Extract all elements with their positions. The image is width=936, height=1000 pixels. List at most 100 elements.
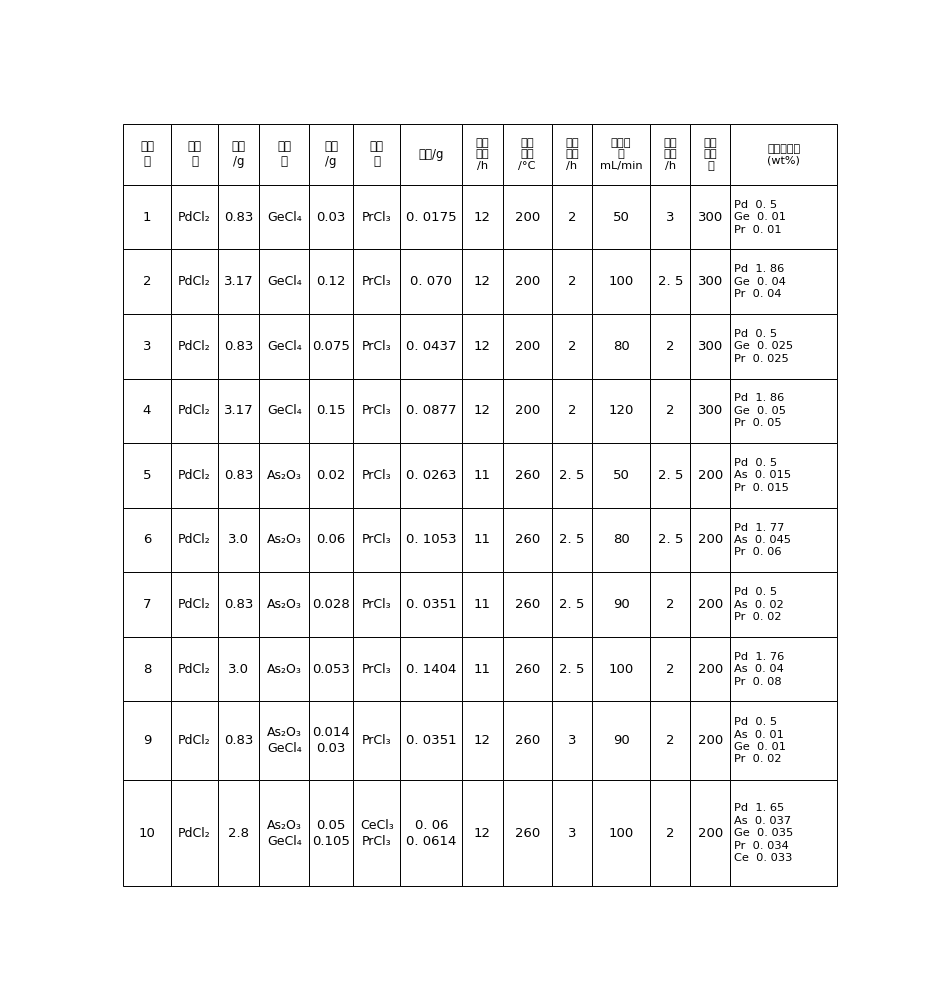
Text: 3: 3 <box>665 211 674 224</box>
Bar <box>400 249 462 314</box>
Text: 3.17: 3.17 <box>224 275 253 288</box>
Bar <box>650 379 690 443</box>
Text: 11: 11 <box>474 469 490 482</box>
Text: 0.12: 0.12 <box>316 275 345 288</box>
Bar <box>592 314 650 379</box>
Text: GeCl₄: GeCl₄ <box>267 340 301 353</box>
Text: 7: 7 <box>142 598 151 611</box>
Text: Pd  0. 5
Ge  0. 01
Pr  0. 01: Pd 0. 5 Ge 0. 01 Pr 0. 01 <box>734 200 785 235</box>
Text: PdCl₂: PdCl₂ <box>178 827 211 840</box>
Text: 3: 3 <box>567 734 576 747</box>
Text: 2.8: 2.8 <box>227 827 249 840</box>
Text: 2: 2 <box>142 275 151 288</box>
Bar <box>690 780 730 886</box>
Bar <box>259 379 309 443</box>
Bar <box>730 572 836 637</box>
Text: 12: 12 <box>474 827 490 840</box>
Bar <box>353 508 400 572</box>
Text: 12: 12 <box>474 275 490 288</box>
Bar <box>218 379 259 443</box>
Bar <box>353 185 400 249</box>
Bar <box>592 249 650 314</box>
Text: 10: 10 <box>139 827 155 840</box>
Bar <box>462 379 502 443</box>
Text: 2: 2 <box>665 663 674 676</box>
Text: 11: 11 <box>474 663 490 676</box>
Text: 0.83: 0.83 <box>224 211 253 224</box>
Bar <box>730 508 836 572</box>
Text: Pd  0. 5
As  0. 015
Pr  0. 015: Pd 0. 5 As 0. 015 Pr 0. 015 <box>734 458 791 493</box>
Text: 4: 4 <box>142 404 151 417</box>
Text: PdCl₂: PdCl₂ <box>178 734 211 747</box>
Bar <box>502 572 551 637</box>
Bar <box>124 701 170 780</box>
Bar <box>170 637 218 701</box>
Text: 催化剂组成
(wt%): 催化剂组成 (wt%) <box>767 144 799 165</box>
Bar <box>690 637 730 701</box>
Text: 2: 2 <box>665 598 674 611</box>
Text: 260: 260 <box>514 533 539 546</box>
Text: 300: 300 <box>697 211 723 224</box>
Text: 300: 300 <box>697 275 723 288</box>
Text: 焙烧
时间
/h: 焙烧 时间 /h <box>564 138 578 171</box>
Text: PrCl₃: PrCl₃ <box>361 469 391 482</box>
Text: 3: 3 <box>567 827 576 840</box>
Bar <box>650 637 690 701</box>
Bar <box>592 701 650 780</box>
Text: GeCl₄: GeCl₄ <box>267 404 301 417</box>
Bar <box>690 572 730 637</box>
Text: Pd  0. 5
As  0. 01
Ge  0. 01
Pr  0. 02: Pd 0. 5 As 0. 01 Ge 0. 01 Pr 0. 02 <box>734 717 785 764</box>
Bar <box>170 508 218 572</box>
Bar <box>353 572 400 637</box>
Text: 3.0: 3.0 <box>227 663 249 676</box>
Bar <box>502 780 551 886</box>
Text: PrCl₃: PrCl₃ <box>361 340 391 353</box>
Text: 260: 260 <box>514 598 539 611</box>
Text: 200: 200 <box>697 663 723 676</box>
Bar <box>462 249 502 314</box>
Bar <box>259 443 309 508</box>
Text: 0.028: 0.028 <box>312 598 350 611</box>
Bar <box>218 701 259 780</box>
Bar <box>259 124 309 185</box>
Text: 80: 80 <box>612 533 629 546</box>
Bar <box>353 124 400 185</box>
Bar <box>259 637 309 701</box>
Text: PrCl₃: PrCl₃ <box>361 404 391 417</box>
Bar <box>353 314 400 379</box>
Bar <box>551 124 592 185</box>
Text: 0.03: 0.03 <box>316 211 345 224</box>
Bar <box>309 249 353 314</box>
Bar <box>309 314 353 379</box>
Bar <box>353 379 400 443</box>
Text: 0. 0351: 0. 0351 <box>405 598 456 611</box>
Text: Pd  0. 5
Ge  0. 025
Pr  0. 025: Pd 0. 5 Ge 0. 025 Pr 0. 025 <box>734 329 793 364</box>
Bar <box>730 780 836 886</box>
Text: 0. 06
0. 0614: 0. 06 0. 0614 <box>406 819 456 848</box>
Text: 2: 2 <box>567 275 576 288</box>
Text: 2. 5: 2. 5 <box>559 598 584 611</box>
Bar <box>690 443 730 508</box>
Bar <box>170 124 218 185</box>
Bar <box>730 185 836 249</box>
Bar <box>690 185 730 249</box>
Bar <box>353 637 400 701</box>
Bar <box>218 249 259 314</box>
Text: 0. 0263: 0. 0263 <box>406 469 456 482</box>
Bar <box>170 185 218 249</box>
Bar <box>650 443 690 508</box>
Text: 300: 300 <box>697 340 723 353</box>
Text: PdCl₂: PdCl₂ <box>178 275 211 288</box>
Bar <box>551 443 592 508</box>
Bar <box>502 508 551 572</box>
Bar <box>124 443 170 508</box>
Text: PdCl₂: PdCl₂ <box>178 663 211 676</box>
Bar <box>592 124 650 185</box>
Text: 200: 200 <box>514 275 539 288</box>
Text: 260: 260 <box>514 469 539 482</box>
Bar <box>309 124 353 185</box>
Bar <box>170 572 218 637</box>
Text: As₂O₃: As₂O₃ <box>267 469 301 482</box>
Bar <box>400 379 462 443</box>
Bar <box>502 443 551 508</box>
